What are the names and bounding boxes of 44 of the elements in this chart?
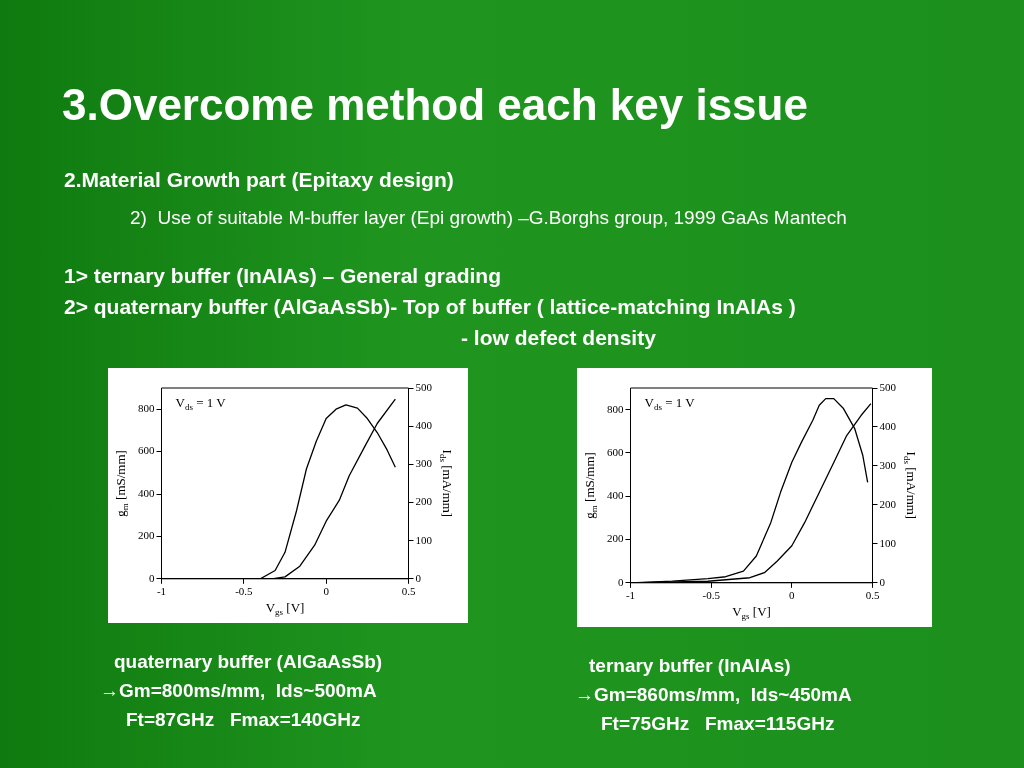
y-tick-label: 600	[607, 445, 624, 458]
y-axis-title: gm [mS/mm]	[113, 450, 131, 517]
y-tick-label: 400	[607, 489, 624, 502]
text: →Gm=860ms/mm, Ids~450mA	[575, 683, 853, 707]
y2-tick-label: 300	[415, 457, 433, 470]
text: 1> ternary buffer (InAlAs) – General grading	[64, 264, 502, 288]
y2-tick-label: 400	[879, 419, 897, 432]
y-axis-title: gm [mS/mm]	[582, 452, 600, 519]
text: Ft=87GHz Fmax=140GHz	[125, 708, 362, 732]
text: Ft=75GHz Fmax=115GHz	[600, 712, 836, 736]
text: ternary buffer (InAlAs)	[588, 654, 792, 678]
text: 2> quaternary buffer (AlGaAsSb)- Top of buffer ( lattice-matching InAlAs )	[64, 295, 796, 319]
x-tick-label: -0.5	[702, 589, 721, 602]
y2-tick-label: 0	[879, 575, 886, 588]
x-tick-label: 0	[323, 585, 330, 598]
y-tick-label: 0	[618, 575, 624, 588]
y2-tick-label: 0	[415, 571, 422, 584]
y-tick-label: 400	[138, 486, 155, 499]
y2-tick-label: 500	[415, 380, 433, 393]
x-tick-label: 0.5	[865, 589, 880, 602]
text: - low defect density	[461, 326, 656, 350]
y-tick-label: 200	[138, 529, 155, 542]
text: →Gm=800ms/mm, Ids~500mA	[100, 679, 378, 703]
y-tick-label: 200	[607, 532, 624, 545]
y-tick-label: 800	[138, 402, 155, 415]
y-tick-label: 600	[138, 444, 155, 457]
y2-tick-label: 200	[415, 495, 433, 508]
x-tick-label: -0.5	[235, 585, 254, 598]
y2-tick-label: 500	[879, 380, 897, 393]
text: 3.Overcome method each key issue	[62, 80, 808, 130]
y-tick-label: 800	[607, 402, 624, 415]
x-tick-label: -1	[625, 589, 636, 602]
y2-tick-label: 100	[879, 536, 897, 549]
text: 2) Use of suitable M-buffer layer (Epi growth) –G.Borghs group, 1999 GaAs Mantech	[130, 207, 847, 229]
y2-tick-label: 100	[415, 533, 433, 546]
y2-tick-label: 200	[879, 497, 897, 510]
text: 2.Material Growth part (Epitaxy design)	[64, 168, 454, 192]
y-tick-label: 0	[149, 571, 155, 584]
text: quaternary buffer (AlGaAsSb)	[113, 650, 384, 674]
x-tick-label: 0.5	[401, 585, 416, 598]
y2-tick-label: 300	[879, 458, 897, 471]
x-tick-label: 0	[789, 589, 796, 602]
x-tick-label: -1	[156, 585, 167, 598]
y2-tick-label: 400	[415, 419, 433, 432]
